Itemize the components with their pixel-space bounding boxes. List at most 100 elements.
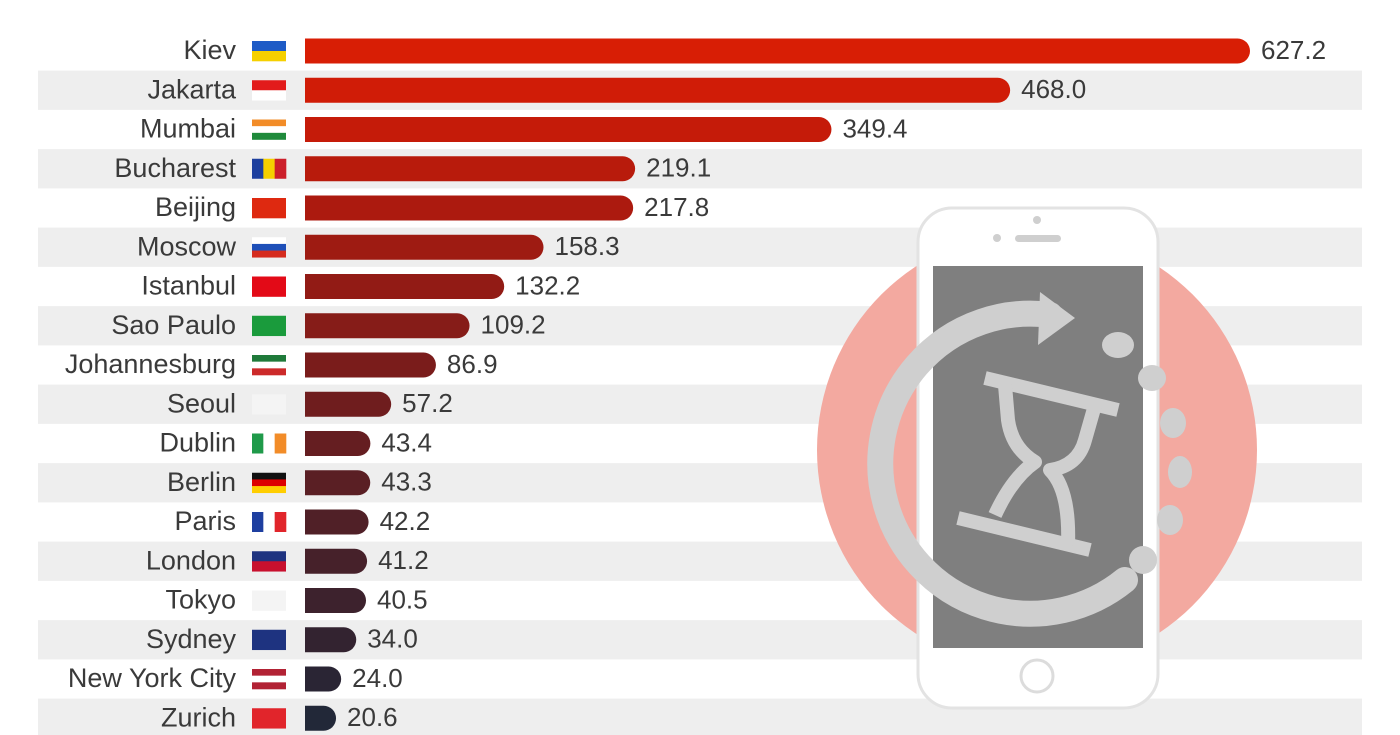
category-label: Bucharest — [114, 153, 236, 183]
category-label: Istanbul — [141, 271, 236, 301]
flag-part — [252, 708, 286, 729]
bar — [305, 666, 342, 692]
value-label: 109.2 — [481, 310, 546, 340]
flag-part — [252, 126, 286, 134]
value-label: 43.3 — [381, 467, 432, 497]
value-label: 24.0 — [352, 663, 403, 693]
illustration — [817, 206, 1257, 710]
bar — [305, 470, 371, 496]
refresh-dots — [1102, 332, 1192, 574]
category-label: Berlin — [167, 467, 236, 497]
row-stripe — [38, 227, 1362, 267]
flag-part — [252, 590, 286, 611]
flag-part — [252, 243, 286, 251]
category-label: Mumbai — [140, 114, 236, 144]
hourglass — [956, 371, 1120, 557]
flag-part — [252, 132, 286, 140]
category-label: Tokyo — [165, 585, 236, 615]
flag-part — [252, 90, 286, 101]
value-label: 219.1 — [646, 153, 711, 183]
flag-part — [263, 158, 275, 179]
flag-part — [252, 41, 286, 52]
flag-part — [263, 433, 275, 454]
category-label: Kiev — [183, 35, 236, 65]
flag-part — [252, 80, 286, 91]
flag-part — [252, 361, 286, 369]
flag-part — [252, 276, 286, 297]
bar — [305, 548, 368, 574]
category-label: Johannesburg — [65, 349, 236, 379]
flag-part — [252, 51, 286, 62]
bar — [305, 352, 436, 378]
flag-part — [252, 512, 264, 532]
flag-part — [263, 512, 275, 532]
flag-part — [252, 433, 264, 454]
value-label: 627.2 — [1261, 35, 1326, 65]
category-label: Moscow — [137, 231, 237, 261]
phone-camera — [1033, 216, 1041, 224]
category-label: Paris — [174, 506, 236, 536]
refresh-arc — [867, 300, 1138, 627]
value-label: 20.6 — [347, 702, 398, 732]
value-label: 43.4 — [381, 427, 432, 457]
flag-part — [252, 315, 286, 337]
bar — [305, 195, 634, 221]
flag-part — [252, 479, 286, 487]
value-label: 349.4 — [842, 113, 907, 143]
flag-part — [274, 512, 287, 532]
value-label: 468.0 — [1021, 74, 1086, 104]
flag-part — [252, 669, 286, 676]
flag-part — [252, 629, 286, 651]
flag-part — [252, 394, 286, 415]
bar — [305, 38, 1250, 64]
flag-part — [252, 486, 286, 494]
bar — [305, 588, 367, 613]
bar — [305, 431, 371, 456]
phone-sensor — [993, 234, 1001, 242]
flag-part — [252, 472, 286, 480]
category-label: Seoul — [167, 388, 236, 418]
bars: Kiev 627.2 Jakarta 468.0 Mumbai 349.4 Buchares… — [65, 35, 1326, 733]
flag-part — [252, 551, 286, 562]
category-label: Zurich — [161, 702, 236, 732]
category-label: New York City — [68, 663, 237, 693]
flag-part — [252, 237, 286, 245]
value-label: 158.3 — [555, 231, 620, 261]
value-label: 86.9 — [447, 349, 498, 379]
category-label: Dublin — [159, 428, 236, 458]
bar — [305, 117, 832, 142]
flag-part — [252, 198, 286, 219]
flag-part — [252, 368, 286, 376]
phone-button — [1019, 658, 1055, 694]
value-label: 217.8 — [644, 192, 709, 222]
flag-part — [252, 158, 264, 179]
row-stripe — [38, 698, 1362, 735]
bar — [305, 156, 636, 182]
flag-part — [252, 250, 286, 258]
value-label: 40.5 — [377, 584, 428, 614]
bar — [305, 627, 357, 653]
category-label: Sao Paulo — [111, 310, 236, 340]
bar — [305, 234, 544, 260]
category-label: Jakarta — [147, 74, 237, 104]
value-label: 132.2 — [515, 270, 580, 300]
bar — [305, 274, 505, 299]
refresh-arrow — [1038, 292, 1075, 345]
flag-part — [252, 561, 286, 572]
phone-speaker — [1015, 235, 1061, 242]
flag-part — [274, 158, 287, 179]
category-label: London — [146, 545, 236, 575]
flag-part — [252, 682, 286, 690]
value-label: 42.2 — [380, 506, 431, 536]
value-label: 41.2 — [378, 545, 429, 575]
bar — [305, 509, 369, 535]
bar — [305, 391, 392, 417]
bar — [305, 77, 1011, 103]
flag-part — [252, 675, 286, 683]
flag-part — [252, 119, 286, 127]
category-label: Sydney — [146, 624, 237, 654]
bar — [305, 313, 470, 339]
flag-part — [274, 433, 287, 454]
value-label: 57.2 — [402, 388, 453, 418]
